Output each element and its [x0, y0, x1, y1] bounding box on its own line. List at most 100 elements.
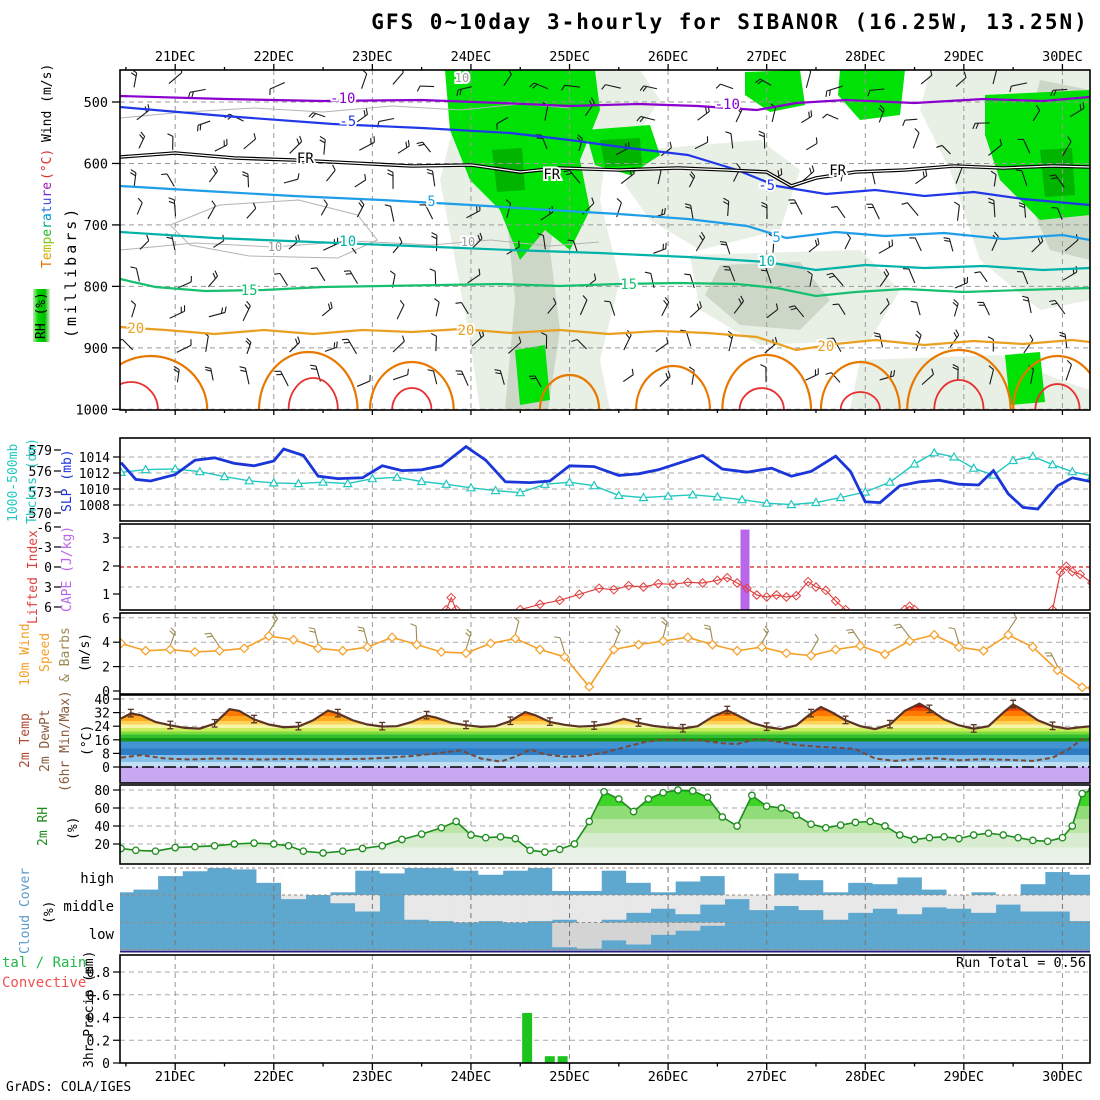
date-axis: 21DEC 21DEC 22DEC 22DEC 23DEC 23DEC 24DEC 24DEC…	[155, 49, 1083, 1085]
chart-text: 30DEC	[1042, 1069, 1083, 1085]
chart-text: 0.2	[87, 1034, 110, 1049]
chart-text: 26DEC	[648, 49, 689, 65]
temp2m-unit-label: (°C)	[80, 724, 95, 756]
chart-text: 22DEC	[253, 1069, 294, 1085]
cloud-row-low-label: low	[88, 927, 114, 943]
chart-text: 2	[102, 560, 110, 575]
chart-text: 10	[461, 235, 475, 249]
chart-text: 6	[44, 601, 52, 616]
chart-text: 80	[94, 784, 110, 799]
thickness-label-2: Thckns (dm)	[25, 437, 40, 524]
temperature-letter: r	[40, 221, 55, 229]
chart-text: 6	[102, 612, 110, 627]
temperature-letter: e	[40, 181, 55, 190]
cloud-row-middle-label: middle	[63, 899, 114, 915]
temperature-letter: a	[40, 213, 55, 222]
chart-text: 15	[620, 277, 637, 293]
chart-text: 10	[268, 240, 282, 254]
panel-precip: 0.8 0.6 0.4 0.2 0	[87, 954, 1091, 1072]
chart-text: -5	[339, 114, 356, 130]
wind10m-unit-label: (m/s)	[78, 632, 93, 672]
chart-text: 1008	[79, 499, 110, 514]
thickness-label-1: 1000-500mb	[6, 443, 21, 522]
chart-text: -6	[36, 521, 52, 536]
chart-text: 579	[29, 444, 52, 459]
chart-text: 4	[102, 636, 110, 651]
dewpt2m-label: 2m DewPt	[38, 709, 53, 772]
chart-text: 40	[94, 693, 110, 708]
chart-text: 60	[94, 802, 110, 817]
temp-unit-label: (°C)	[40, 148, 55, 180]
precip-legend-convective: Convective	[2, 975, 87, 991]
chart-text: 8	[102, 747, 110, 762]
chart-text: FR	[543, 167, 560, 183]
chart-text: -10	[715, 97, 740, 113]
chart-text: -3	[36, 541, 52, 556]
run-total-text: Run Total = 0.56	[955, 955, 1086, 971]
chart-text: 576	[29, 465, 52, 480]
chart-text: 20	[458, 323, 475, 339]
lifted-index-axis-label: Lifted Index	[26, 530, 41, 624]
temperature-axis-label: Temperature	[40, 182, 55, 268]
temperature-letter: e	[40, 252, 55, 261]
chart-text: 1012	[79, 467, 110, 482]
millibars-axis-label: (millibars)	[62, 205, 80, 338]
chart-text: -10	[330, 91, 355, 107]
minmax-label: (6hr Min/Max)	[58, 690, 73, 792]
temperature-letter: e	[40, 228, 55, 237]
chart-text: 21DEC	[155, 49, 196, 65]
chart-text: 1014	[79, 451, 110, 466]
chart-text: 27DEC	[746, 1069, 787, 1085]
chart-text: 23DEC	[352, 49, 393, 65]
rh-axis-label: RH (%)	[33, 289, 50, 342]
chart-text: 3	[102, 532, 110, 547]
temperature-letter: p	[40, 236, 55, 245]
chart-text: 24DEC	[451, 49, 492, 65]
chart-text: 573	[29, 486, 52, 501]
panel-rh2m: 80 60 40 20	[94, 784, 1091, 865]
chart-text: 500	[84, 95, 108, 111]
temperature-letter: m	[40, 244, 55, 253]
panel-wind10m: 6 4 2 0	[102, 612, 1091, 700]
wind10m-label-2: Speed	[38, 632, 53, 672]
chart-text: 26DEC	[648, 1069, 689, 1085]
precip-legend-total: tal / Rain	[2, 955, 87, 971]
chart-text: 700	[84, 218, 108, 234]
chart-text: 32	[94, 707, 110, 722]
chart-text: -5	[758, 178, 775, 194]
panel-li-cape: -6 -3 0 3 6 3 2 1	[36, 521, 1091, 616]
rh2m-unit-label: (%)	[66, 816, 81, 840]
chart-text: 27DEC	[746, 49, 787, 65]
chart-text: 2	[102, 661, 110, 676]
chart-text: 600	[84, 156, 108, 172]
chart-text: 28DEC	[845, 49, 886, 65]
chart-text: 1010	[79, 483, 110, 498]
panel-upper-air: 10 10 10 -10 -10 -5 -5 5 5 10 10 15 15 20 20 20 FR FR FR	[120, 70, 1090, 410]
chart-text: 20	[94, 838, 110, 853]
chart-text: 10	[455, 71, 469, 85]
chart-text: 1	[102, 588, 110, 603]
chart-text: 900	[84, 341, 108, 357]
wind10m-label-1: 10m Wind	[18, 623, 33, 686]
chart-text: 570	[29, 507, 52, 522]
chart-text: 0	[102, 761, 110, 776]
chart-text: 0	[44, 561, 52, 576]
slp-axis-label: SLP (mb)	[60, 449, 75, 512]
chart-text: FR	[829, 163, 846, 179]
chart-text: 3	[44, 581, 52, 596]
chart-text: 23DEC	[352, 1069, 393, 1085]
chart-text: 800	[84, 279, 108, 295]
panel-upper-air-frame: 500 600 700 800 900 1000	[75, 64, 1091, 418]
temperature-letter: r	[40, 189, 55, 198]
chart-text: 10	[758, 254, 775, 270]
chart-text: 24DEC	[451, 1069, 492, 1085]
temperature-letter: u	[40, 197, 55, 206]
chart-text: 0	[102, 1057, 110, 1072]
chart-text: 40	[94, 820, 110, 835]
temperature-letter: t	[40, 205, 55, 214]
temperature-letter: T	[40, 260, 55, 268]
chart-text: 0.4	[87, 1012, 111, 1027]
